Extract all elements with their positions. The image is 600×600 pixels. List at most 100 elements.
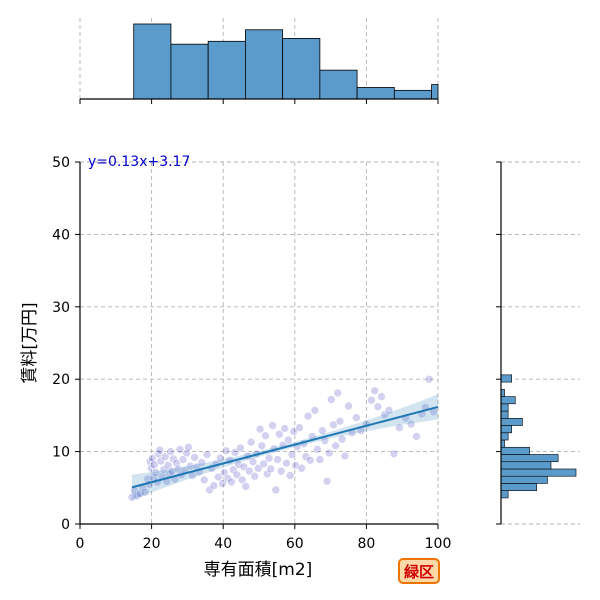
x-tick-label: 0	[76, 536, 85, 552]
scatter-point	[202, 450, 212, 459]
scatter-point	[190, 453, 199, 462]
scatter-point	[271, 485, 281, 495]
scatter-point	[159, 465, 169, 475]
scatter-point	[406, 419, 416, 429]
regression-annotation: y=0.13x+3.17	[88, 154, 190, 170]
scatter-point	[305, 455, 315, 465]
scatter-point	[221, 446, 231, 456]
right-hist-bar	[500, 490, 509, 499]
scatter-point	[175, 445, 185, 454]
scatter-point	[287, 450, 297, 459]
scatter-point	[199, 475, 209, 485]
scatter-point	[315, 455, 325, 464]
top-hist-bar	[393, 89, 432, 100]
right-hist-bar	[500, 417, 523, 426]
scatter-point	[395, 423, 404, 433]
x-tick-label: 40	[214, 536, 232, 552]
top-hist-bar	[133, 23, 172, 100]
top-hist-bar	[319, 69, 358, 100]
right-hist-bar	[500, 468, 577, 477]
scatter-point	[261, 431, 270, 440]
scatter-point	[337, 434, 347, 444]
scatter-point	[310, 406, 320, 415]
scatter-point	[216, 453, 225, 463]
scatter-point	[367, 395, 376, 405]
scatter-point	[280, 424, 290, 433]
x-axis-label: 専有面積[m2]	[204, 560, 313, 580]
scatter-point	[318, 426, 327, 435]
scatter-point	[250, 471, 260, 481]
y-tick-label: 10	[52, 445, 70, 461]
scatter-point	[329, 420, 338, 430]
y-tick-label: 0	[61, 517, 70, 533]
scatter-point	[156, 456, 166, 466]
scatter-point	[284, 435, 293, 445]
right-hist-bar	[500, 396, 516, 405]
scatter-point	[262, 469, 272, 479]
scatter-point	[257, 441, 267, 451]
scatter-point	[218, 479, 227, 488]
y-tick-label: 30	[52, 300, 70, 316]
scatter-point	[273, 455, 282, 464]
scatter-point	[169, 454, 178, 464]
scatter-point	[324, 448, 334, 458]
scatter-point	[232, 470, 242, 480]
scatter-point	[155, 445, 165, 455]
top-hist-bar	[207, 40, 246, 100]
scatter-point	[236, 443, 245, 453]
scatter-point	[373, 402, 383, 412]
x-tick-label: 60	[286, 536, 304, 552]
scatter-point	[241, 482, 251, 491]
scatter-point	[424, 374, 434, 384]
scatter-point	[213, 472, 223, 482]
top-hist-bar	[356, 87, 395, 100]
y-tick-label: 50	[52, 155, 70, 171]
scatter-point	[380, 410, 389, 419]
scatter-point	[205, 485, 214, 495]
scatter-point	[185, 461, 195, 471]
regression-layer	[131, 394, 439, 501]
scatter-point	[178, 455, 188, 464]
scatter-point	[301, 452, 311, 461]
scatter-point	[127, 492, 137, 502]
scatter-point	[282, 458, 291, 468]
scatter-point	[389, 449, 399, 459]
y-tick-label: 40	[52, 227, 70, 243]
scatter-point	[234, 460, 243, 469]
scatter-point	[184, 442, 193, 452]
scatter-point	[285, 471, 295, 480]
top-hist-bar	[244, 29, 284, 100]
scatter-point	[327, 395, 336, 404]
scatter-point	[333, 388, 343, 398]
scatter-point	[313, 445, 322, 454]
scatter-point	[412, 432, 421, 441]
scatter-point	[266, 464, 276, 474]
right-hist-bar	[500, 446, 530, 455]
scatter-point	[335, 416, 345, 426]
right-hist-bar	[500, 410, 509, 419]
scatter-point	[344, 401, 353, 411]
scatter-point	[276, 466, 286, 476]
scatter-point	[248, 457, 258, 467]
scatter-point	[223, 474, 233, 483]
top-hist-bar	[282, 38, 321, 100]
right-hist-bar	[500, 461, 552, 470]
scatter-point	[384, 406, 394, 415]
scatter-point	[331, 441, 340, 451]
scatter-point	[140, 487, 150, 497]
right-hist-bar	[500, 454, 559, 463]
scatter-point	[268, 421, 277, 430]
right-hist-bar	[500, 374, 513, 383]
scatter-point	[209, 481, 219, 490]
scatter-point	[135, 489, 145, 498]
right-hist-bar	[500, 403, 509, 412]
scatter-point	[295, 423, 304, 433]
right-marginal-histogram	[500, 374, 577, 499]
x-tick-label: 80	[357, 536, 375, 552]
y-tick-label: 20	[52, 372, 70, 388]
axes	[75, 98, 502, 529]
scatter-points	[127, 374, 439, 502]
scatter-point	[146, 463, 156, 473]
region-badge: 緑区	[398, 558, 440, 584]
y-axis-label: 賃料[万円]	[20, 302, 40, 383]
